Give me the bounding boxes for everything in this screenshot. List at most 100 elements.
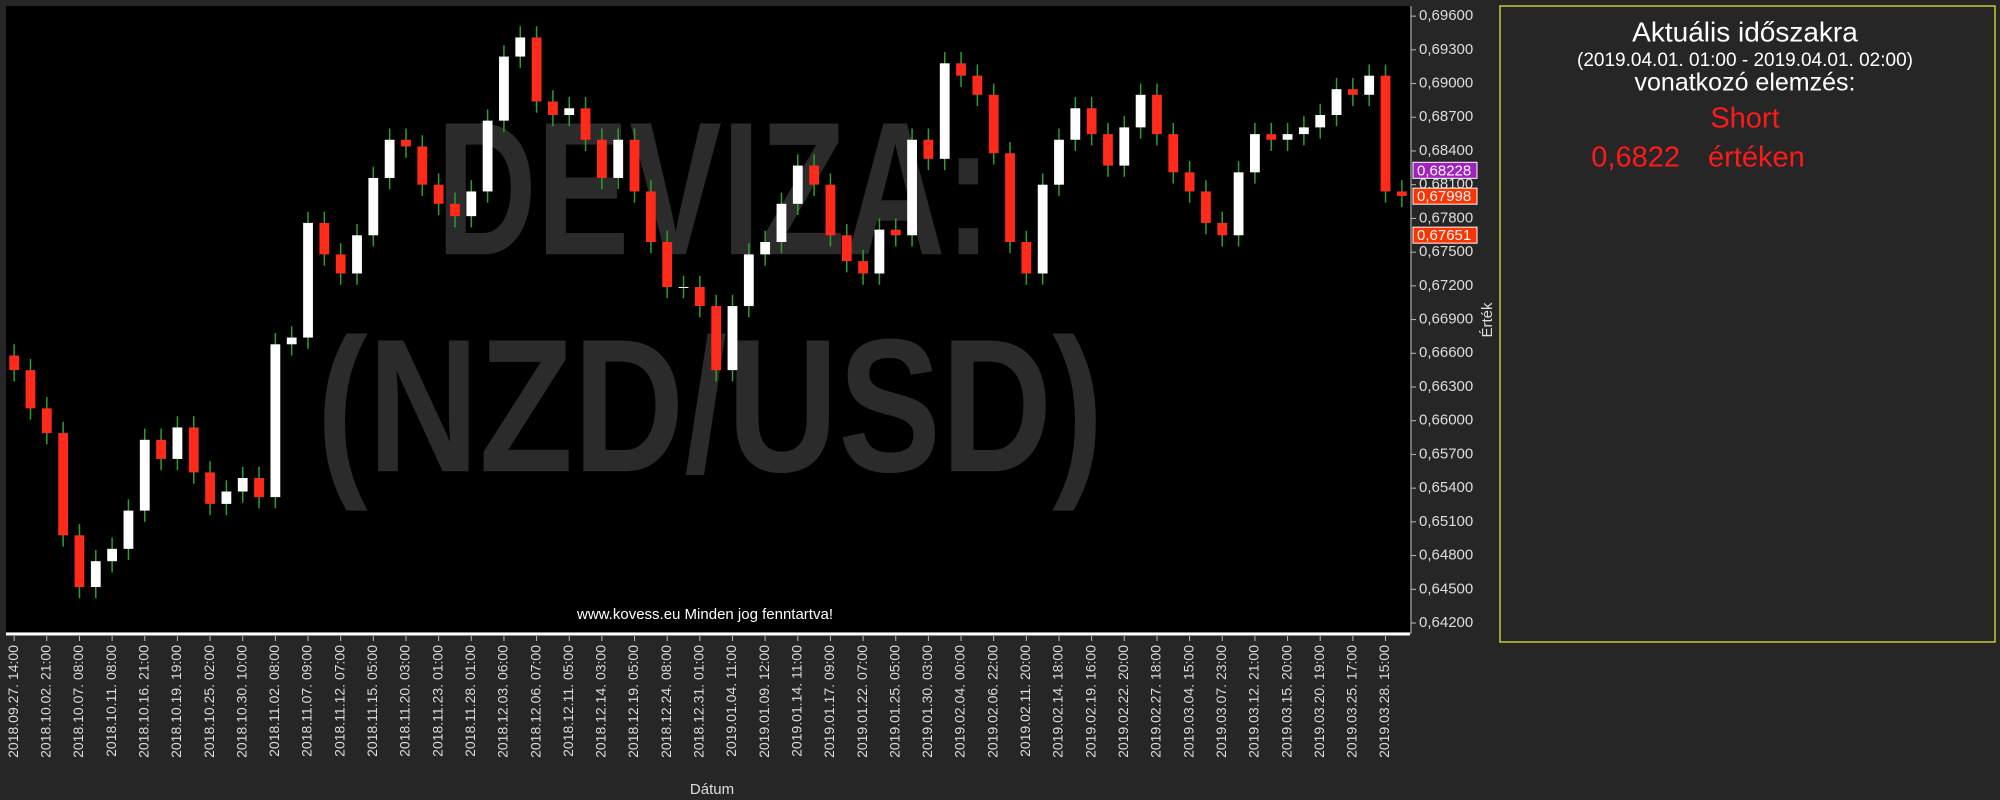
candle-body (1396, 191, 1407, 196)
panel-signal: Short (1710, 103, 1779, 135)
x-tick-label: 2018.12.19. 05:00 (625, 645, 641, 758)
x-axis-title: Dátum (690, 781, 734, 798)
candle-body (58, 433, 69, 536)
x-tick-label: 2018.12.14. 03:00 (593, 645, 609, 758)
candle-body (1086, 108, 1097, 135)
candle-body (760, 242, 771, 255)
candle-body (107, 548, 118, 562)
panel-price-suffix: értéken (1708, 142, 1805, 174)
x-tick-label: 2018.12.06. 07:00 (527, 645, 543, 758)
y-tick-label: 0,64500 (1419, 580, 1473, 597)
x-tick-label: 2019.03.28. 15:00 (1376, 645, 1392, 758)
candle-body (172, 427, 183, 459)
candle-body (1380, 75, 1391, 192)
y-tick-label: 0,66900 (1419, 311, 1473, 328)
candle-body (74, 535, 85, 588)
candle-body (303, 222, 313, 338)
candle-body (1184, 172, 1195, 192)
panel-period: (2019.04.01. 01:00 - 2019.04.01. 02:00) (1577, 50, 1913, 71)
candle-body (907, 139, 917, 236)
panel-price: 0,6822 (1591, 142, 1680, 174)
candle-body (384, 139, 395, 178)
candle-body (874, 229, 885, 274)
candle-body (188, 427, 199, 473)
candle-body (792, 165, 803, 204)
x-tick-label: 2018.11.12. 07:00 (331, 645, 347, 757)
candle-body (237, 478, 248, 492)
y-tick-label: 0,69000 (1419, 75, 1473, 92)
x-tick-label: 2019.02.19. 16:00 (1082, 645, 1098, 758)
x-tick-label: 2019.01.14. 11:00 (788, 645, 804, 757)
x-tick-label: 2018.12.03. 06:00 (495, 645, 511, 758)
candle-body (499, 56, 509, 121)
candle-body (809, 165, 820, 185)
candle-body (662, 242, 673, 287)
candle-body (156, 439, 166, 459)
panel-subtitle: vonatkozó elemzés: (1635, 69, 1856, 97)
candle-body (580, 108, 591, 140)
x-tick-label: 2018.12.31. 01:00 (691, 645, 707, 758)
candle-body (972, 75, 983, 95)
candle-body (335, 254, 346, 274)
x-tick-label: 2019.03.25. 17:00 (1344, 645, 1360, 758)
y-tick-label: 0,69600 (1419, 7, 1473, 24)
x-tick-label: 2019.02.11. 20:00 (1017, 645, 1033, 757)
x-tick-label: 2018.09.27. 14:00 (5, 645, 21, 758)
y-tick-label: 0,69300 (1419, 41, 1473, 58)
x-tick-label: 2018.10.11. 08:00 (103, 645, 119, 757)
x-tick-label: 2019.01.04. 11:00 (723, 645, 739, 757)
candle-body (139, 439, 150, 511)
y-tick-label: 0,65400 (1419, 479, 1473, 496)
candle-body (286, 337, 297, 345)
candle-body (1070, 108, 1081, 140)
y-axis-title: Érték (1479, 302, 1496, 338)
x-tick-label: 2018.12.11. 05:00 (560, 645, 576, 757)
x-tick-label: 2018.11.02. 08:00 (266, 645, 282, 757)
candle-body (531, 37, 542, 102)
panel-title: Aktuális időszakra (1632, 16, 1858, 47)
x-tick-label: 2019.02.14. 18:00 (1050, 645, 1066, 758)
candle-body (205, 472, 215, 504)
candle-body (645, 191, 656, 243)
x-tick-label: 2018.11.07. 09:00 (299, 645, 315, 757)
y-tick-label: 0,65100 (1419, 513, 1473, 530)
candle-body (482, 120, 493, 192)
candle-body (319, 222, 330, 255)
candle-body (417, 146, 428, 185)
x-tick-label: 2019.03.15. 20:00 (1278, 645, 1294, 758)
candle-body (727, 306, 738, 371)
x-tick-label: 2018.11.23. 01:00 (429, 645, 445, 757)
candle-body (466, 191, 477, 217)
candle-body (1331, 89, 1342, 116)
candle-body (776, 203, 787, 243)
footer: www.kovess.eu Minden jog fenntartva! (576, 606, 833, 623)
price-marker (1412, 187, 1478, 205)
candle-body (956, 63, 966, 76)
candle-body (1250, 134, 1260, 173)
candle-body (1054, 139, 1064, 185)
candle-body (1037, 184, 1048, 274)
candle-body (90, 561, 101, 588)
candle-body (988, 94, 999, 154)
candle-body (450, 203, 460, 217)
x-tick-label: 2019.01.22. 07:00 (854, 645, 870, 758)
candle-body (1315, 115, 1326, 128)
x-tick-label: 2019.02.06. 22:00 (984, 645, 1000, 758)
candle-body (1005, 153, 1015, 243)
candle-body (923, 139, 934, 159)
candle-body (515, 37, 526, 57)
x-tick-label: 2018.10.19. 19:00 (168, 645, 184, 758)
candle-body (1168, 134, 1179, 173)
price-marker-label: 0,67998 (1417, 188, 1471, 205)
candle-body (1021, 242, 1032, 274)
x-tick-label: 2018.10.25. 02:00 (201, 645, 217, 758)
candle-body (433, 184, 444, 204)
candle-body (1152, 94, 1162, 135)
price-marker (1412, 161, 1478, 179)
candle-body (678, 286, 689, 288)
y-tick-label: 0,67200 (1419, 277, 1473, 294)
candle-body (564, 108, 575, 116)
candles (9, 26, 1407, 599)
x-tick-label: 2019.03.12. 21:00 (1246, 645, 1262, 758)
